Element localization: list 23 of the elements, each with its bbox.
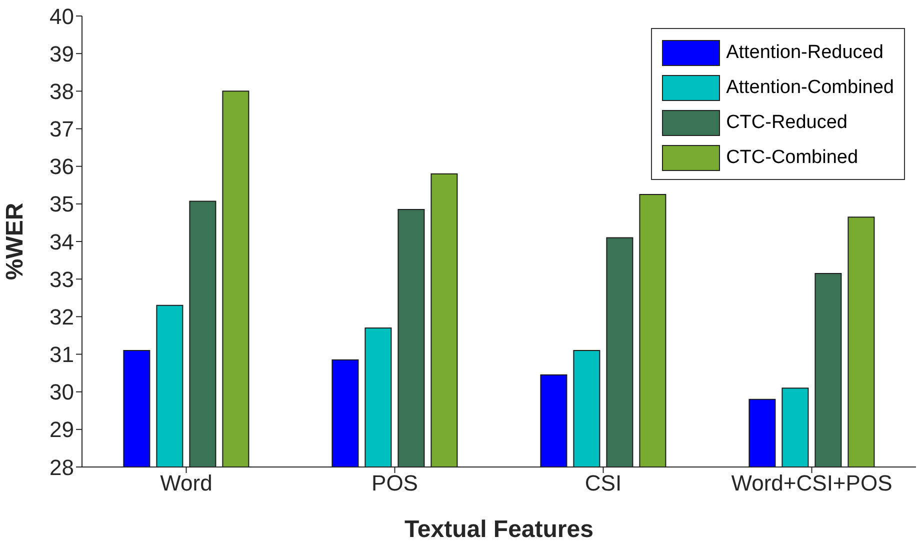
y-tick-label: 28 [50, 454, 74, 480]
y-tick-label: 39 [50, 41, 74, 66]
legend-label: CTC-Reduced [726, 112, 848, 134]
y-tick-label: 33 [50, 266, 74, 292]
legend-label: Attention-Reduced [726, 42, 884, 64]
x-tick-label: POS [372, 470, 418, 496]
y-tick-label: 31 [50, 342, 74, 368]
y-tick-label: 30 [50, 380, 74, 405]
y-tick-label: 35 [50, 192, 74, 217]
y-tick-label: 29 [50, 417, 74, 442]
legend-label: CTC-Combined [726, 146, 858, 168]
x-tick-label: Word [160, 470, 212, 496]
x-tick-label: Word+CSI+POS [731, 470, 892, 496]
y-tick-label: 36 [50, 154, 74, 180]
y-tick-label: 34 [50, 229, 74, 254]
legend-label: Attention-Combined [726, 76, 894, 98]
x-axis-title: Textual Features [404, 516, 594, 543]
y-tick-label: 32 [50, 304, 74, 330]
y-tick-label: 37 [50, 116, 74, 142]
x-tick-label: CSI [584, 470, 622, 496]
y-tick-label: 38 [50, 78, 74, 104]
y-axis-title: %WER [2, 202, 29, 280]
y-tick-label: 40 [50, 4, 74, 29]
